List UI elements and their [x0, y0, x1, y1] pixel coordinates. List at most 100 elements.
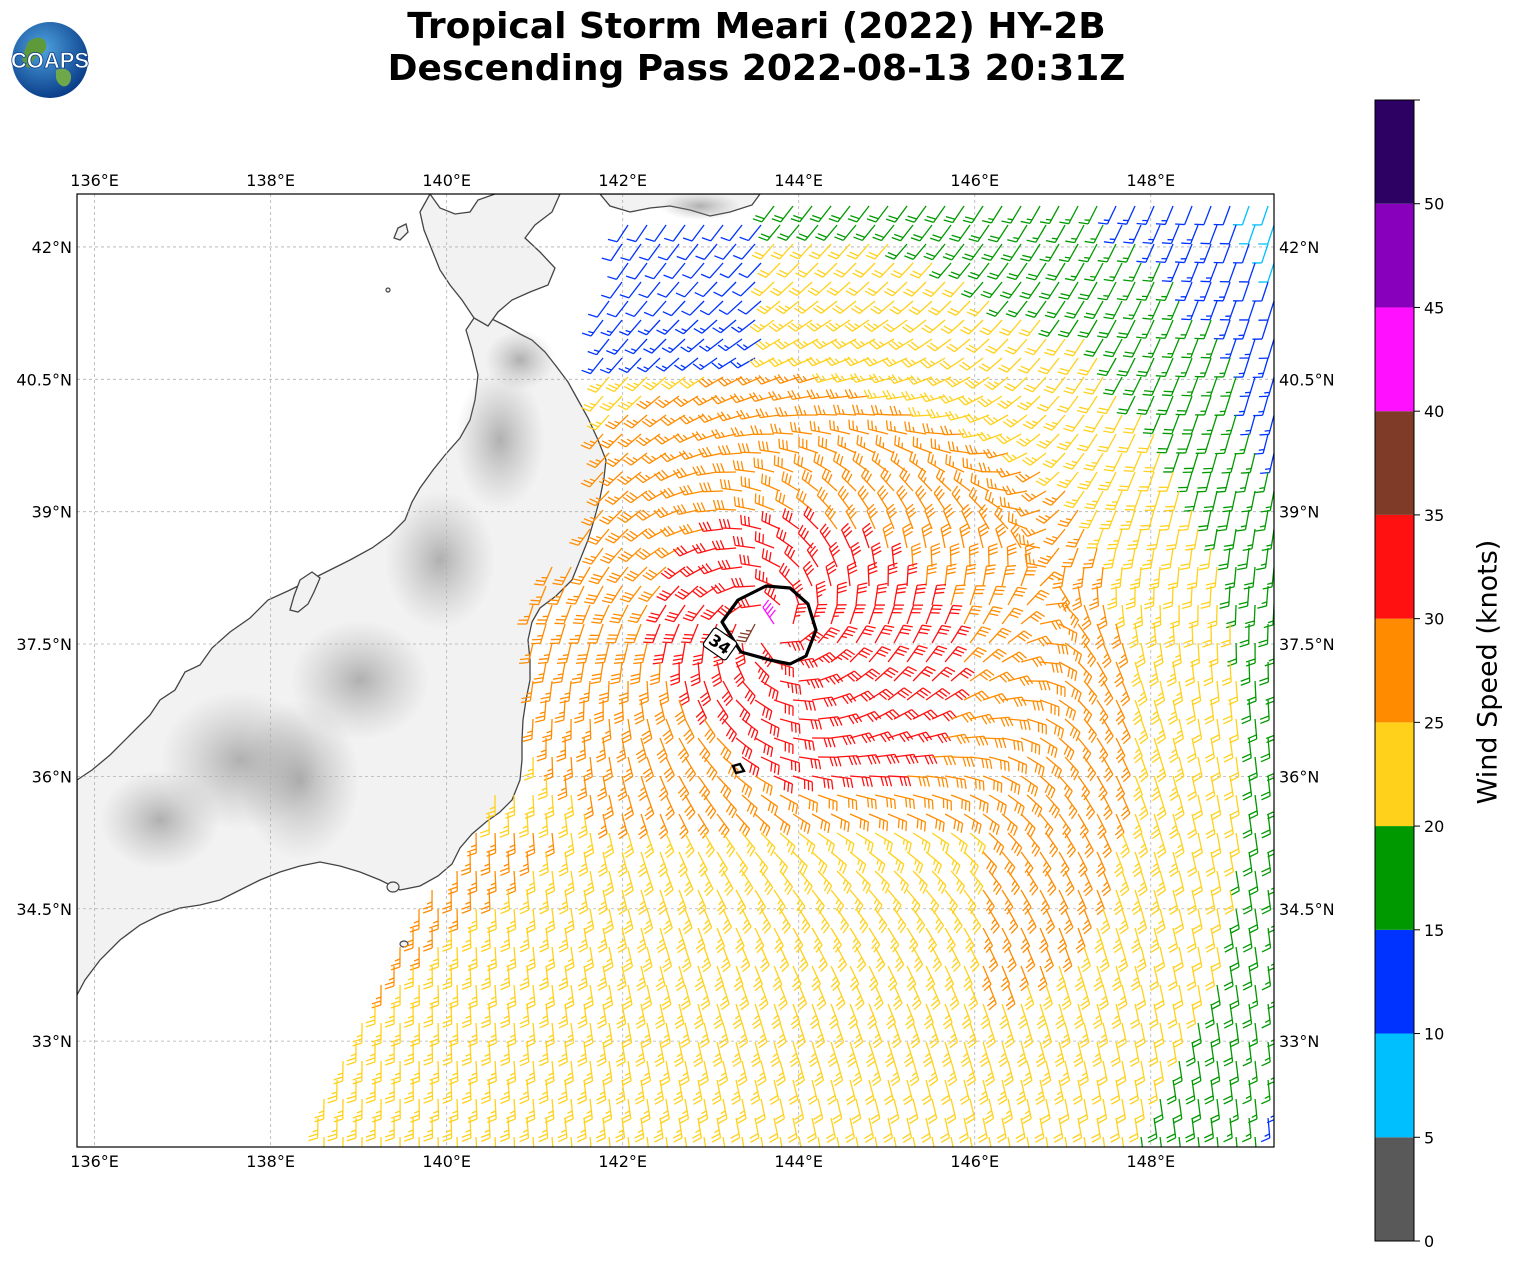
wind-barb: [663, 262, 686, 280]
wind-barb: [1213, 243, 1231, 264]
wind-barb: [737, 300, 762, 315]
wind-barb: [776, 527, 794, 549]
wind-barb: [884, 243, 908, 260]
wind-barb: [1016, 395, 1041, 411]
lon-tick-label-top: 138°E: [246, 171, 295, 190]
wind-barb: [654, 395, 680, 409]
wind-barb: [719, 262, 743, 279]
wind-barb: [664, 224, 686, 242]
wind-barb: [1220, 376, 1237, 397]
wind-barb: [926, 338, 952, 352]
wind-barb: [1039, 243, 1060, 262]
wind-barb: [1124, 490, 1142, 511]
wind-barb: [717, 559, 743, 571]
wind-barb: [1006, 262, 1028, 281]
wind-barb: [606, 300, 629, 318]
wind-barb: [890, 262, 914, 279]
wind-barb: [806, 389, 832, 400]
wind-barb: [1200, 300, 1218, 321]
wind-barb: [738, 262, 762, 279]
lon-tick-label-bottom: 140°E: [422, 1152, 471, 1171]
wind-barb: [1002, 452, 1028, 463]
wind-barb: [730, 357, 756, 369]
wind-barb: [1213, 205, 1231, 226]
wind-barb: [692, 465, 718, 476]
wind-barb: [675, 281, 699, 298]
lat-tick-label-right: 36°N: [1279, 767, 1319, 786]
wind-barb: [912, 436, 933, 454]
wind-barb: [620, 243, 642, 262]
wind-barb: [1014, 506, 1041, 517]
wind-barb: [963, 413, 990, 424]
wind-barb: [1194, 205, 1212, 226]
wind-barb: [693, 319, 718, 334]
wind-barb: [720, 224, 743, 242]
wind-barb: [852, 262, 876, 278]
wind-barb: [1252, 205, 1269, 226]
wind-barb: [786, 356, 813, 367]
wind-barb: [825, 319, 851, 332]
wind-barb: [587, 338, 610, 356]
wind-barb: [995, 467, 1022, 478]
wind-barb: [929, 224, 952, 242]
wind-barb: [607, 262, 629, 280]
wind-barb: [947, 300, 971, 316]
wind-barb: [750, 425, 775, 436]
wind-barb: [641, 489, 667, 502]
wind-barb: [812, 338, 838, 350]
wind-barb: [679, 376, 705, 389]
wind-barb: [581, 319, 604, 337]
wind-barb: [796, 224, 819, 241]
wind-barb: [1097, 471, 1117, 491]
wind-barb: [699, 482, 724, 493]
wind-barb: [829, 419, 851, 435]
wind-barb: [1036, 433, 1060, 449]
wind-barb: [1116, 319, 1136, 339]
wind-barb: [870, 300, 895, 315]
wind-barb: [958, 428, 984, 439]
wind-barb: [755, 338, 781, 351]
wind-barb: [645, 224, 667, 242]
wind-barb: [758, 224, 781, 242]
wind-barb: [1252, 281, 1269, 302]
wind-barb: [735, 376, 762, 386]
wind-barb: [1020, 243, 1041, 262]
wind-barb: [680, 338, 705, 353]
wind-barb: [1123, 262, 1142, 282]
wind-barb: [921, 523, 933, 549]
wind-barb: [750, 281, 775, 297]
wind-barb: [1194, 281, 1212, 302]
wind-barb: [1155, 243, 1174, 264]
wind-barb: [882, 319, 908, 333]
lat-tick-label-right: 42°N: [1279, 238, 1319, 257]
wind-barb: [607, 224, 629, 243]
wind-barb: [817, 435, 838, 454]
colorbar-tick-label: 25: [1424, 713, 1444, 732]
wind-barb: [982, 205, 1003, 224]
wind-barb: [749, 319, 775, 333]
wind-barb: [945, 376, 971, 388]
wind-barb: [925, 376, 952, 387]
wind-barb: [866, 503, 878, 530]
wind-barb: [1056, 471, 1079, 489]
wind-barb: [832, 404, 857, 416]
wind-barb: [939, 357, 965, 370]
wind-barb: [1117, 205, 1136, 225]
wind-barb: [885, 503, 898, 530]
wind-barb: [679, 565, 705, 578]
lat-tick-label-left: 33°N: [32, 1032, 72, 1051]
wind-barb: [660, 376, 686, 390]
wind-barb: [1056, 395, 1079, 413]
wind-barb: [1042, 414, 1066, 431]
wind-barb: [1026, 224, 1047, 243]
colorbar-bin: [1375, 411, 1414, 515]
wind-barb: [1084, 224, 1104, 244]
wind-barb: [871, 262, 895, 279]
wind-barb: [1163, 452, 1180, 473]
wind-barb: [717, 376, 743, 387]
wind-barb: [949, 543, 960, 568]
wind-barb: [983, 414, 1009, 426]
wind-barb: [920, 357, 946, 369]
wind-barb: [923, 243, 946, 261]
colorbar-label: Wind Speed (knots): [1472, 539, 1504, 805]
